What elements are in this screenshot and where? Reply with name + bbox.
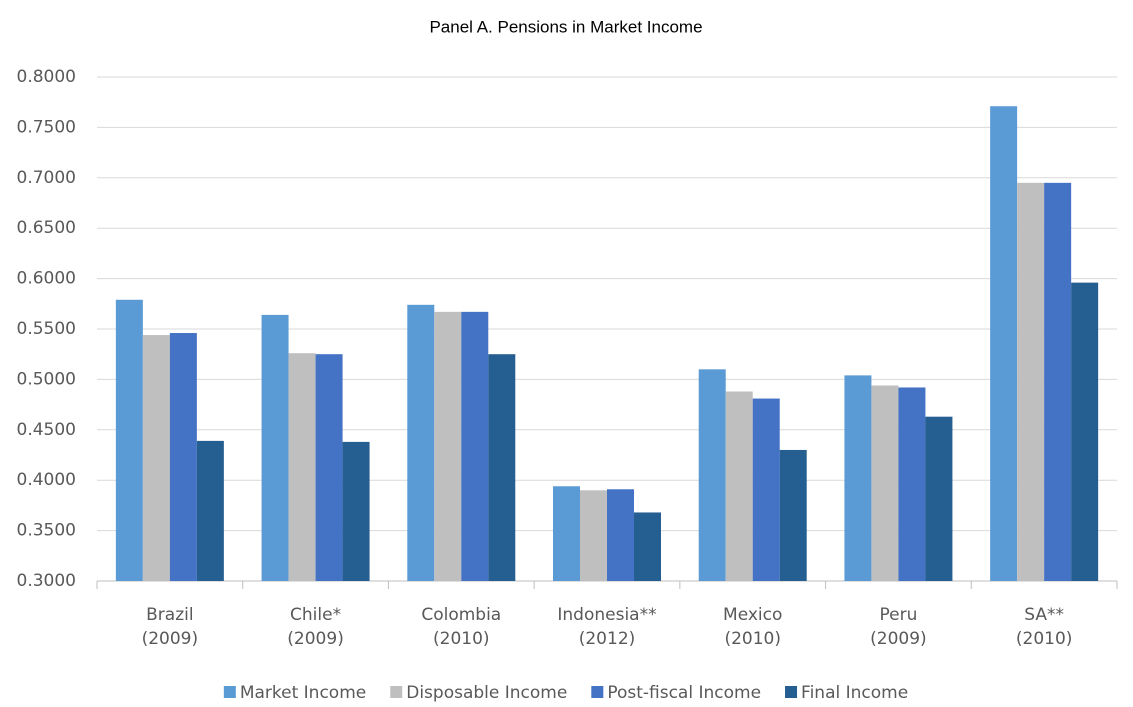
x-tick-label: (2009) bbox=[870, 629, 927, 649]
bar bbox=[898, 387, 926, 581]
bar bbox=[607, 489, 634, 581]
legend-swatch bbox=[785, 686, 798, 698]
bar bbox=[580, 490, 607, 581]
x-tick-label: SA** bbox=[1024, 605, 1064, 625]
legend-label: Final Income bbox=[801, 683, 908, 703]
x-tick-label: Indonesia** bbox=[557, 605, 656, 625]
legend-swatch bbox=[390, 686, 403, 698]
bar bbox=[288, 353, 316, 581]
bar bbox=[698, 369, 726, 581]
y-tick-label: 0.7000 bbox=[17, 168, 76, 188]
bar bbox=[752, 398, 780, 581]
legend-label: Market Income bbox=[240, 683, 366, 703]
bar bbox=[196, 440, 224, 581]
bar bbox=[925, 416, 953, 581]
bar bbox=[488, 354, 516, 581]
legend-label: Disposable Income bbox=[406, 683, 567, 703]
bar bbox=[461, 311, 489, 581]
legend-swatch bbox=[591, 686, 604, 698]
x-tick-label: Mexico bbox=[723, 605, 782, 625]
bar bbox=[779, 449, 807, 581]
bar bbox=[434, 311, 462, 581]
bar bbox=[1017, 182, 1045, 581]
legend-label: Post-fiscal Income bbox=[607, 683, 761, 703]
legend-swatch bbox=[223, 686, 236, 698]
x-tick-label: (2012) bbox=[579, 629, 636, 649]
bar bbox=[844, 375, 872, 581]
bar bbox=[342, 441, 370, 581]
x-tick-label: (2010) bbox=[1016, 629, 1073, 649]
bar bbox=[142, 335, 170, 581]
y-tick-label: 0.3500 bbox=[17, 521, 76, 541]
bar bbox=[261, 314, 289, 581]
y-tick-label: 0.5500 bbox=[17, 319, 76, 339]
bar bbox=[115, 299, 143, 581]
bar bbox=[1044, 182, 1072, 581]
x-tick-label: Colombia bbox=[421, 605, 501, 625]
bar bbox=[169, 333, 197, 581]
x-tick-label: (2009) bbox=[287, 629, 344, 649]
y-tick-label: 0.7500 bbox=[17, 117, 76, 137]
y-tick-label: 0.8000 bbox=[17, 67, 76, 87]
x-tick-label: Peru bbox=[879, 605, 917, 625]
y-tick-label: 0.3000 bbox=[17, 571, 76, 591]
y-tick-label: 0.6500 bbox=[17, 218, 76, 238]
bar bbox=[315, 354, 343, 581]
x-tick-label: (2010) bbox=[724, 629, 781, 649]
y-tick-label: 0.4000 bbox=[17, 470, 76, 490]
y-tick-label: 0.4500 bbox=[17, 420, 76, 440]
y-tick-label: 0.6000 bbox=[17, 269, 76, 289]
bar bbox=[990, 106, 1018, 582]
y-tick-label: 0.5000 bbox=[17, 369, 76, 389]
chart-title: Panel A. Pensions in Market Income bbox=[429, 17, 702, 36]
x-tick-label: Brazil bbox=[146, 605, 193, 625]
x-tick-label: (2010) bbox=[433, 629, 490, 649]
bar bbox=[553, 486, 580, 581]
bar bbox=[634, 512, 661, 581]
bar bbox=[725, 391, 753, 581]
bar bbox=[1071, 282, 1099, 581]
x-tick-label: (2009) bbox=[142, 629, 199, 649]
bar bbox=[407, 304, 435, 581]
bar bbox=[871, 385, 899, 581]
x-tick-label: Chile* bbox=[290, 605, 341, 625]
